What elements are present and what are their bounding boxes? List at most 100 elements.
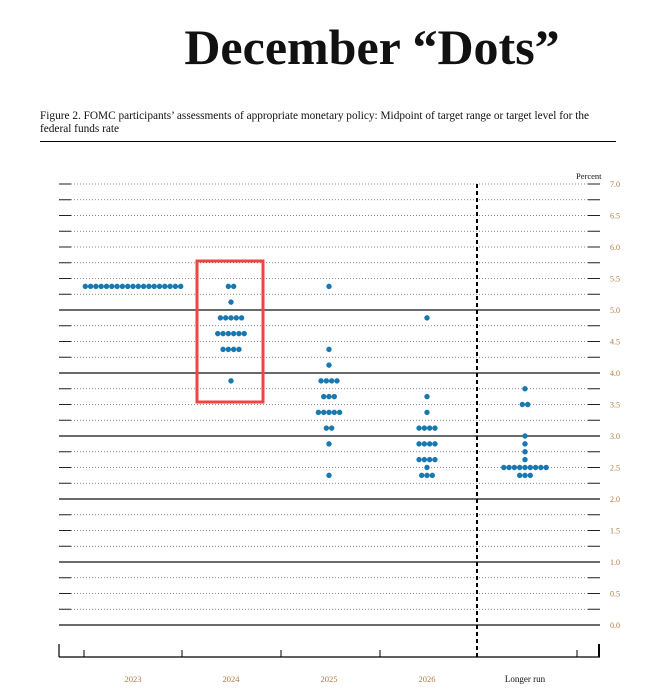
dot-2026	[432, 425, 438, 431]
dot-2025	[321, 393, 327, 400]
dot-2025	[326, 346, 332, 353]
dot-2025	[336, 409, 343, 416]
y-tick-label: 0.5	[610, 590, 620, 599]
dot-2024	[230, 330, 237, 337]
y-tick-label: 4.0	[610, 369, 620, 378]
dot-2023	[135, 283, 141, 290]
y-tick-label: 3.5	[610, 401, 620, 410]
dot-2023	[178, 283, 184, 290]
y-tick-label: 5.0	[610, 306, 620, 315]
y-tick-label: 7.0	[610, 180, 620, 189]
dot-2026	[421, 441, 428, 447]
dot-longer-run	[532, 464, 539, 471]
y-tick-label: 6.5	[610, 212, 620, 221]
dot-longer-run	[524, 401, 531, 408]
dot-longer-run	[538, 464, 544, 471]
dot-2023	[130, 283, 136, 290]
dot-2024	[236, 330, 242, 337]
dot-2025	[326, 283, 332, 290]
dot-longer-run	[501, 464, 507, 471]
dot-longer-run	[522, 441, 528, 447]
dot-2025	[328, 378, 335, 384]
dot-2024	[228, 378, 234, 384]
dot-2024	[230, 283, 237, 290]
dot-longer-run	[522, 433, 528, 439]
dot-2024	[228, 299, 234, 305]
dot-2024	[220, 346, 226, 353]
dot-2023	[140, 283, 147, 290]
dot-2025	[331, 393, 337, 400]
dot-2024	[225, 346, 232, 353]
dot-2026	[419, 472, 425, 479]
dot-2023	[151, 283, 157, 290]
dot-longer-run	[519, 401, 526, 408]
dot-longer-run	[522, 386, 528, 392]
dot-2025	[318, 378, 324, 384]
dot-longer-run	[522, 472, 528, 479]
x-tick-label: 2023	[125, 674, 142, 684]
dot-longer-run	[527, 464, 533, 471]
dot-2025	[326, 472, 332, 479]
dot-2024	[241, 330, 247, 337]
dot-2025	[326, 362, 332, 368]
x-tick-label: 2024	[223, 674, 241, 684]
dot-2026	[424, 315, 430, 321]
dot-longer-run	[517, 472, 523, 479]
dot-2023	[167, 283, 173, 290]
dot-2026	[432, 456, 438, 463]
x-tick-label: 2026	[419, 674, 436, 684]
dot-2023	[119, 283, 126, 290]
x-tick-label: 2025	[321, 674, 338, 684]
dot-2026	[426, 441, 433, 447]
dot-2025	[323, 378, 330, 384]
dot-2026	[424, 464, 430, 471]
dot-2023	[125, 283, 131, 290]
dot-2023	[98, 283, 104, 290]
dot-2023	[114, 283, 120, 290]
dot-2026	[421, 425, 428, 431]
dot-2023	[103, 283, 110, 290]
dot-2025	[321, 409, 327, 416]
dot-2025	[315, 409, 322, 416]
dot-2023	[93, 283, 99, 290]
dot-2024	[238, 315, 245, 321]
dot-2023	[109, 283, 115, 290]
dot-2026	[426, 425, 433, 431]
dot-2023	[172, 283, 179, 290]
dot-2023	[162, 283, 168, 290]
dot-2026	[432, 441, 438, 447]
dot-2024	[228, 315, 234, 321]
dot-2026	[416, 456, 422, 463]
dot-2024	[217, 315, 224, 321]
dot-2024	[220, 330, 226, 337]
highlight-box-2024	[195, 259, 265, 404]
dot-2024	[223, 315, 229, 321]
y-tick-label: 2.0	[610, 495, 620, 504]
dot-2023	[146, 283, 152, 290]
y-tick-label: 6.0	[610, 243, 620, 252]
dot-2026	[424, 409, 430, 416]
y-axis-label: Percent	[576, 171, 602, 181]
dot-2026	[426, 456, 433, 463]
dot-2026	[424, 472, 430, 479]
dot-2024	[236, 346, 242, 353]
dot-2025	[323, 425, 330, 431]
dot-longer-run	[522, 464, 528, 471]
y-tick-label: 5.5	[610, 275, 620, 284]
dot-2024	[225, 330, 232, 337]
dot-2025	[326, 441, 332, 447]
dot-2023	[156, 283, 163, 290]
dot-longer-run	[511, 464, 518, 471]
dot-longer-run	[522, 449, 528, 455]
page-title: December “Dots”	[184, 19, 560, 75]
dot-2024	[225, 283, 232, 290]
dot-2025	[326, 409, 332, 416]
y-tick-label: 4.5	[610, 338, 620, 347]
y-tick-label: 0.0	[610, 621, 620, 630]
dot-longer-run	[522, 456, 528, 463]
figure-caption: Figure 2. FOMC participants’ assessments…	[40, 110, 590, 135]
dot-2025	[334, 378, 340, 384]
x-tick-label: Longer run	[505, 674, 546, 684]
dot-2023	[87, 283, 94, 290]
